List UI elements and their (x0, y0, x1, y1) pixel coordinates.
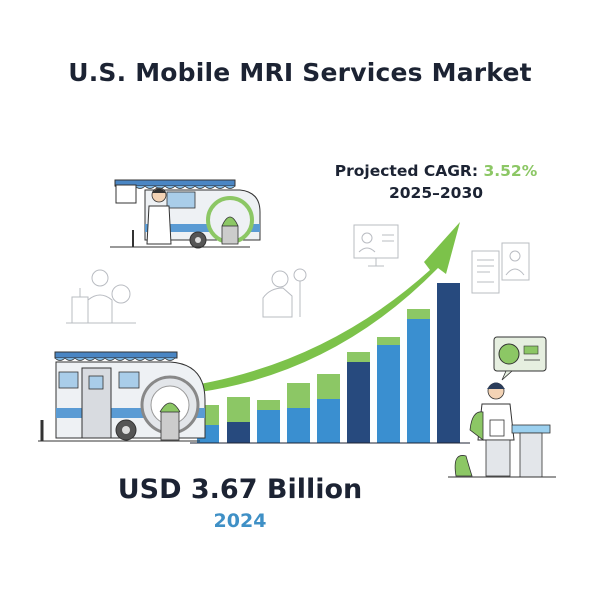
cagr-value: 3.52% (483, 162, 538, 180)
cagr-line: Projected CAGR: 3.52% (316, 160, 556, 182)
market-size-value: USD 3.67 Billion (117, 474, 363, 505)
document-icon (471, 250, 500, 294)
doctor-workstation-icon (448, 336, 556, 478)
profile-card-icon (501, 242, 530, 281)
cagr-label: Projected CAGR: (334, 162, 479, 180)
market-size-year: 2024 (213, 510, 267, 532)
doctor-figure-icon (262, 268, 307, 318)
cagr-callout: Projected CAGR: 3.52% 2025–2030 (316, 160, 556, 204)
page-title: U.S. Mobile MRI Services Market (68, 58, 532, 87)
technician-icon (66, 269, 136, 324)
bar-chart (190, 283, 470, 444)
cagr-period: 2025–2030 (388, 184, 484, 202)
mobile-mri-van-top-icon (110, 179, 261, 249)
monitor-profile-icon (353, 224, 399, 267)
mobile-mri-van-bottom-icon (38, 351, 206, 442)
